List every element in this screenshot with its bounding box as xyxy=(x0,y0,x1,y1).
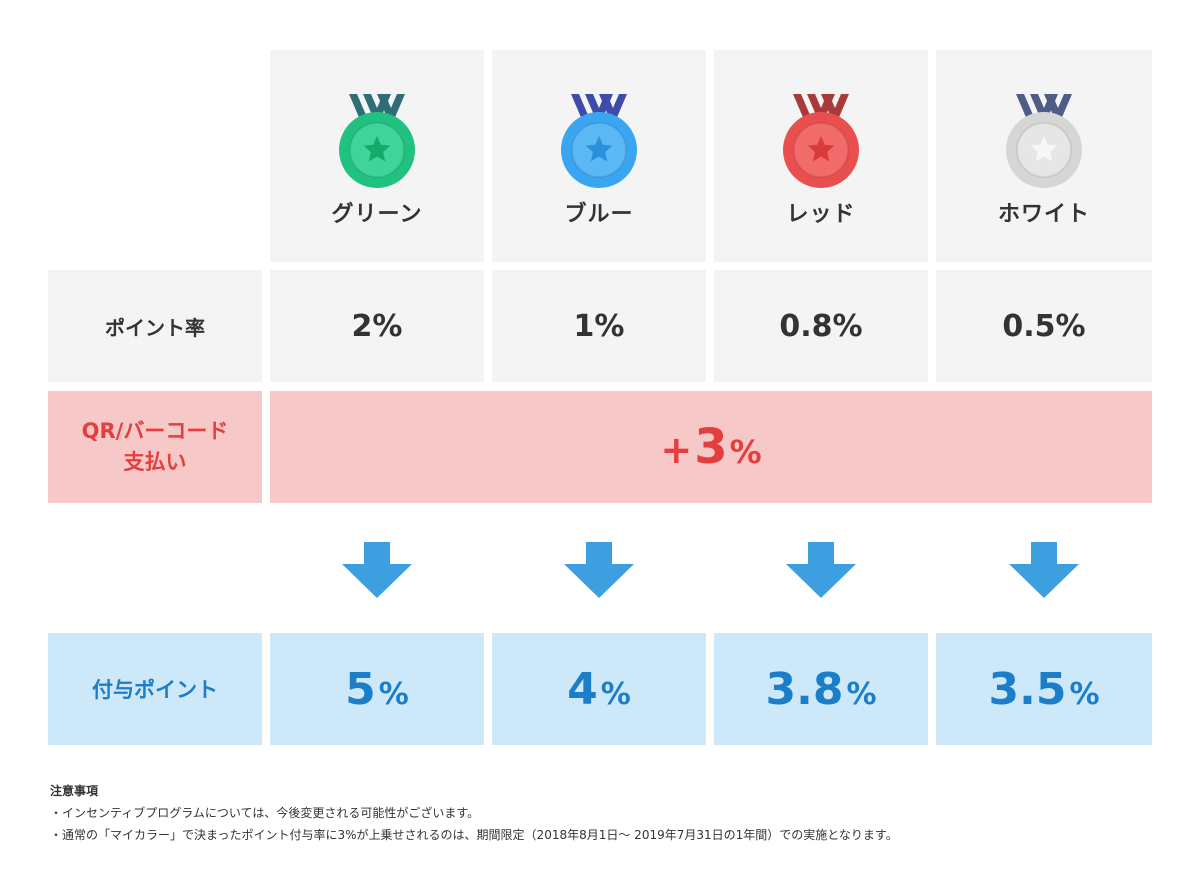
point-rate-white: 0.5% xyxy=(936,270,1152,382)
granted-points-white: 3.5% xyxy=(936,633,1152,745)
granted-points-unit: % xyxy=(378,676,409,712)
tier-header-green: グリーン xyxy=(270,50,484,262)
blue-medal-icon xyxy=(561,94,637,188)
tier-header-blue: ブルー xyxy=(492,50,706,262)
point-rate-label: ポイント率 xyxy=(48,270,262,382)
granted-points-label: 付与ポイント xyxy=(48,633,262,745)
qr-bonus-value: + 3 % xyxy=(660,419,761,475)
granted-points-unit: % xyxy=(846,676,877,712)
granted-points-blue: 4% xyxy=(492,633,706,745)
qr-bonus-prefix: + xyxy=(660,428,693,472)
down-arrow-icon xyxy=(1009,542,1079,598)
granted-points-green: 5% xyxy=(270,633,484,745)
tier-name-blue: ブルー xyxy=(564,202,634,227)
notes-title: 注意事項 xyxy=(50,784,99,798)
notes-section: 注意事項 ・インセンティブプログラムについては、今後変更される可能性がございます… xyxy=(50,780,898,846)
down-arrow-icon xyxy=(342,542,412,598)
qr-bonus-unit: % xyxy=(729,433,762,471)
notes-item: ・インセンティブプログラムについては、今後変更される可能性がございます。 xyxy=(50,806,480,820)
qr-bonus-number: 3 xyxy=(694,419,728,475)
tier-name-white: ホワイト xyxy=(997,202,1090,227)
tier-header-white: ホワイト xyxy=(936,50,1152,262)
point-rate-green: 2% xyxy=(270,270,484,382)
granted-points-unit: % xyxy=(600,676,631,712)
tier-name-green: グリーン xyxy=(331,202,423,227)
granted-points-number: 3.5 xyxy=(988,663,1067,715)
tier-header-red: レッド xyxy=(714,50,928,262)
down-arrow-icon xyxy=(786,542,856,598)
white-medal-icon xyxy=(1006,94,1082,188)
tier-name-red: レッド xyxy=(786,202,856,227)
qr-payment-label: QR/バーコード 支払い xyxy=(48,391,262,503)
qr-bonus-cell: + 3 % xyxy=(270,391,1152,503)
notes-item: ・通常の「マイカラー」で決まったポイント付与率に3%が上乗せされるのは、期間限定… xyxy=(50,828,898,842)
qr-payment-label-line2: 支払い xyxy=(123,450,187,474)
point-rate-blue: 1% xyxy=(492,270,706,382)
granted-points-red: 3.8% xyxy=(714,633,928,745)
granted-points-number: 4 xyxy=(567,663,598,715)
granted-points-number: 5 xyxy=(345,663,376,715)
down-arrow-icon xyxy=(564,542,634,598)
qr-payment-label-line1: QR/バーコード xyxy=(81,418,229,443)
green-medal-icon xyxy=(339,94,415,188)
granted-points-unit: % xyxy=(1069,676,1100,712)
red-medal-icon xyxy=(783,94,859,188)
granted-points-number: 3.8 xyxy=(765,663,844,715)
point-rate-red: 0.8% xyxy=(714,270,928,382)
